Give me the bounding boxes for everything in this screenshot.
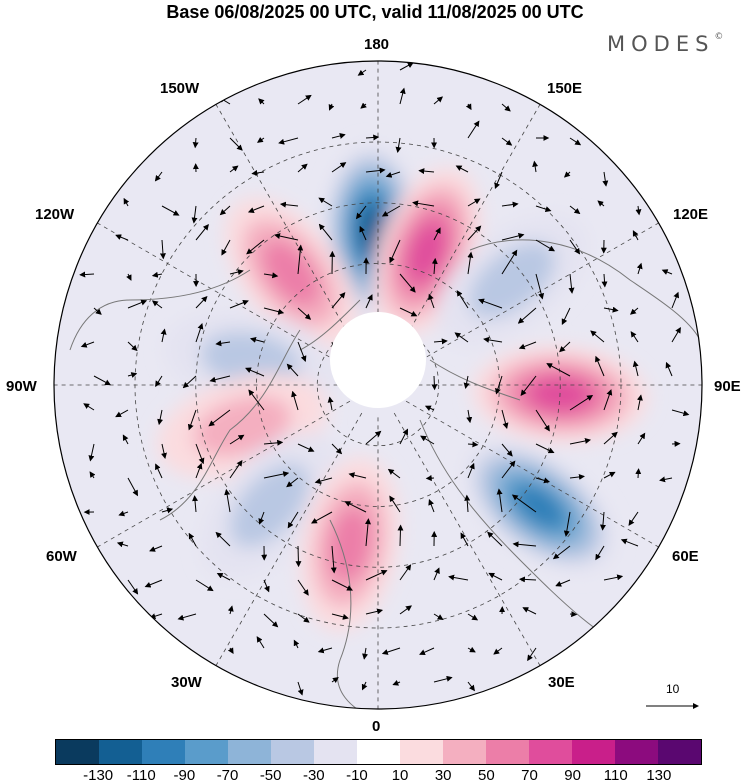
lon-label-120w: 120W	[35, 206, 74, 223]
wind-arrow	[570, 614, 576, 615]
colorbar-tick-label: 50	[478, 767, 495, 784]
colorbar-swatch	[572, 740, 615, 764]
colorbar-tick-label: -90	[174, 767, 196, 784]
colorbar-tick-label: -10	[346, 767, 368, 784]
pole-region	[330, 312, 426, 408]
colorbar-tick-label: -110	[127, 767, 156, 784]
lon-label-120e: 120E	[673, 206, 708, 223]
colorbar-tick-label: 90	[564, 767, 581, 784]
colorbar-swatch	[314, 740, 357, 764]
colorbar-swatch	[658, 740, 701, 764]
colorbar-swatch	[142, 740, 185, 764]
wind-arrow	[638, 469, 639, 478]
lon-label-150e: 150E	[547, 80, 582, 97]
colorbar	[55, 739, 702, 765]
lon-label-180: 180	[364, 36, 389, 53]
colorbar-tick-label: -50	[260, 767, 282, 784]
colorbar-swatch	[185, 740, 228, 764]
colorbar-tick-label: 130	[646, 767, 671, 784]
colorbar-swatch	[400, 740, 443, 764]
colorbar-swatch	[486, 740, 529, 764]
colorbar-swatch	[357, 740, 400, 764]
wind-arrow	[434, 376, 435, 389]
colorbar-swatch	[615, 740, 658, 764]
colorbar-tick-label: 70	[521, 767, 538, 784]
colorbar-tick-label: 30	[435, 767, 452, 784]
wind-arrow	[298, 546, 299, 566]
colorbar-swatch	[99, 740, 142, 764]
colorbar-tick-label: 10	[392, 767, 409, 784]
colorbar-swatch	[529, 740, 572, 764]
colorbar-tick-label: -70	[217, 767, 239, 784]
lon-label-150w: 150W	[160, 80, 199, 97]
vector-scale-label: 10	[666, 682, 679, 696]
colorbar-swatch	[56, 740, 99, 764]
lon-label-90w: 90W	[6, 378, 37, 395]
lon-label-90e: 90E	[714, 378, 741, 395]
wind-arrow	[400, 526, 401, 546]
colorbar-tick-label: -130	[83, 767, 113, 784]
lon-label-60w: 60W	[46, 548, 77, 565]
colorbar-tick-label: 110	[604, 767, 628, 784]
lon-label-60e: 60E	[672, 548, 699, 565]
colorbar-swatch	[228, 740, 271, 764]
lon-label-0: 0	[372, 718, 380, 735]
colorbar-swatch	[443, 740, 486, 764]
lon-label-30w: 30W	[171, 674, 202, 691]
colorbar-swatch	[271, 740, 314, 764]
lon-label-30e: 30E	[548, 674, 575, 691]
colorbar-tick-label: -30	[303, 767, 325, 784]
